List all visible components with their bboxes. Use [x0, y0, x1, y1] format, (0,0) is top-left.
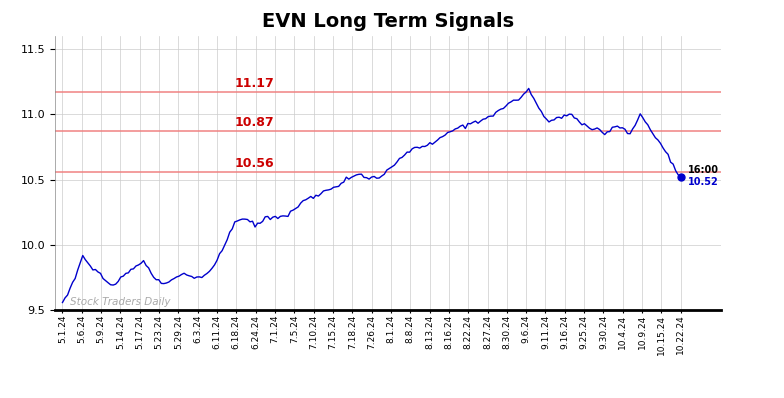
Text: Stock Traders Daily: Stock Traders Daily: [70, 297, 171, 306]
Text: 11.17: 11.17: [234, 77, 274, 90]
Text: 16:00: 16:00: [688, 165, 720, 175]
Title: EVN Long Term Signals: EVN Long Term Signals: [262, 12, 514, 31]
Text: 10.52: 10.52: [688, 177, 719, 187]
Text: 10.87: 10.87: [234, 116, 274, 129]
Text: 10.56: 10.56: [234, 156, 274, 170]
